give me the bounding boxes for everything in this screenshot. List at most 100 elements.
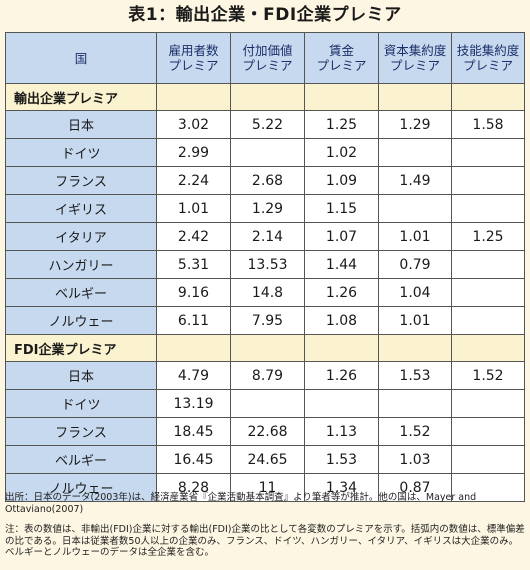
section-label: FDI企業プレミア: [5, 334, 157, 362]
value-cell: 1.08: [304, 306, 379, 335]
value-cell: [451, 306, 525, 335]
value-cell: 1.44: [304, 250, 379, 279]
value-cell: 3.02: [156, 110, 231, 139]
value-cell: 1.03: [378, 445, 452, 474]
value-cell: 1.53: [378, 361, 452, 390]
table-row: 日本 4.79 8.79 1.26 1.53 1.52: [5, 361, 525, 390]
header-value-added: 付加価値 プレミア: [230, 32, 305, 84]
section-blank-cell: [230, 334, 305, 362]
value-cell: 5.22: [230, 110, 305, 139]
country-cell: 日本: [5, 110, 157, 139]
value-cell: [378, 389, 452, 418]
table-row: ドイツ 2.99 1.02: [5, 138, 525, 167]
value-cell: 1.01: [156, 194, 231, 223]
value-cell: [451, 445, 525, 474]
header-wage: 賃金 プレミア: [304, 32, 379, 84]
value-cell: 8.79: [230, 361, 305, 390]
notes: 出所：日本のデータ(2003年)は、経済産業省『企業活動基本調査』より筆者等が推…: [5, 492, 527, 559]
table-body: 輸出企業プレミア 日本 3.02 5.22 1.25 1.29 1.58 ドイツ 2.99 1.0…: [5, 83, 525, 502]
country-cell: ノルウェー: [5, 473, 157, 502]
value-cell: 9.16: [156, 278, 231, 307]
value-cell: [451, 473, 525, 502]
section-blank-cell: [451, 83, 525, 111]
value-cell: 13.19: [156, 389, 231, 418]
value-cell: [304, 389, 379, 418]
value-cell: 1.26: [304, 278, 379, 307]
value-cell: 24.65: [230, 445, 305, 474]
value-cell: 6.11: [156, 306, 231, 335]
value-cell: 22.68: [230, 417, 305, 446]
section-row: 輸出企業プレミア: [5, 83, 525, 111]
value-cell: [451, 138, 525, 167]
value-cell: 1.52: [378, 417, 452, 446]
value-cell: [378, 138, 452, 167]
value-cell: 1.02: [304, 138, 379, 167]
table-title: 表1：輸出企業・FDI企業プレミア: [128, 5, 402, 25]
value-cell: 2.68: [230, 166, 305, 195]
value-cell: 1.15: [304, 194, 379, 223]
value-cell: 1.26: [304, 361, 379, 390]
value-cell: 1.25: [304, 110, 379, 139]
table-row: 日本 3.02 5.22 1.25 1.29 1.58: [5, 110, 525, 139]
section-blank-cell: [378, 83, 452, 111]
value-cell: [451, 194, 525, 223]
header-skill-intensity: 技能集約度 プレミア: [451, 32, 525, 84]
section-row: FDI企業プレミア: [5, 334, 525, 362]
value-cell: 1.58: [451, 110, 525, 139]
country-cell: フランス: [5, 417, 157, 446]
header-country: 国: [5, 32, 157, 84]
value-cell: 4.79: [156, 361, 231, 390]
country-cell: ベルギー: [5, 278, 157, 307]
value-cell: [230, 389, 305, 418]
table-row: ベルギー 16.45 24.65 1.53 1.03: [5, 445, 525, 474]
value-cell: 1.09: [304, 166, 379, 195]
country-cell: ハンガリー: [5, 250, 157, 279]
value-cell: 1.07: [304, 222, 379, 251]
header-row: 国 雇用者数 プレミア 付加価値 プレミア 賃金 プレミア 資本集約度 プレミア 技能集…: [5, 32, 525, 84]
table-row: イギリス 1.01 1.29 1.15: [5, 194, 525, 223]
country-cell: イタリア: [5, 222, 157, 251]
section-blank-cell: [156, 334, 231, 362]
value-cell: 2.14: [230, 222, 305, 251]
table-row: フランス 18.45 22.68 1.13 1.52: [5, 417, 525, 446]
table-row: フランス 2.24 2.68 1.09 1.49: [5, 166, 525, 195]
source-note: 出所：日本のデータ(2003年)は、経済産業省『企業活動基本調査』より筆者等が推…: [5, 492, 477, 515]
value-cell: 1.52: [451, 361, 525, 390]
section-blank-cell: [378, 334, 452, 362]
value-cell: 18.45: [156, 417, 231, 446]
value-cell: [451, 417, 525, 446]
value-cell: 14.8: [230, 278, 305, 307]
value-cell: 1.29: [230, 194, 305, 223]
value-cell: 16.45: [156, 445, 231, 474]
value-cell: 1.13: [304, 417, 379, 446]
value-cell: 11: [230, 473, 305, 502]
table-row: ノルウェー 8.28 11 1.34 0.87: [5, 473, 525, 502]
premium-table: 国 雇用者数 プレミア 付加価値 プレミア 賃金 プレミア 資本集約度 プレミア 技能集…: [5, 32, 525, 502]
value-cell: 1.25: [451, 222, 525, 251]
section-blank-cell: [304, 83, 379, 111]
table-row: ベルギー 9.16 14.8 1.26 1.04: [5, 278, 525, 307]
value-cell: 5.31: [156, 250, 231, 279]
value-cell: 2.99: [156, 138, 231, 167]
value-cell: [451, 389, 525, 418]
value-cell: [451, 250, 525, 279]
section-blank-cell: [230, 83, 305, 111]
value-cell: [230, 138, 305, 167]
value-cell: 1.29: [378, 110, 452, 139]
value-cell: [451, 278, 525, 307]
country-cell: ドイツ: [5, 138, 157, 167]
table-row: ハンガリー 5.31 13.53 1.44 0.79: [5, 250, 525, 279]
country-cell: フランス: [5, 166, 157, 195]
table-row: イタリア 2.42 2.14 1.07 1.01 1.25: [5, 222, 525, 251]
table-row: ドイツ 13.19: [5, 389, 525, 418]
section-blank-cell: [304, 334, 379, 362]
value-cell: 0.79: [378, 250, 452, 279]
header-capital-intensity: 資本集約度 プレミア: [378, 32, 452, 84]
section-blank-cell: [156, 83, 231, 111]
value-cell: [451, 166, 525, 195]
header-employment: 雇用者数 プレミア: [156, 32, 231, 84]
value-cell: 7.95: [230, 306, 305, 335]
value-cell: 1.49: [378, 166, 452, 195]
section-label: 輸出企業プレミア: [5, 83, 157, 111]
section-blank-cell: [451, 334, 525, 362]
